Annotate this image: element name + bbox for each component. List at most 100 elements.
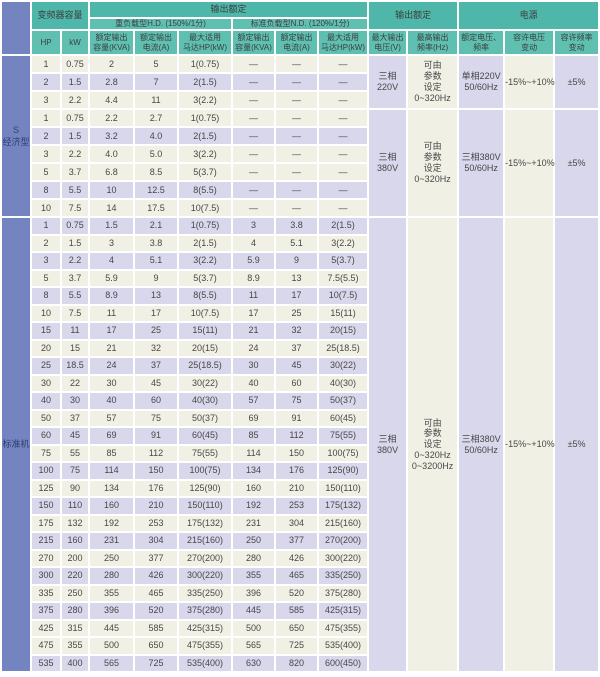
table-cell: 5.1 bbox=[135, 253, 178, 269]
table-cell: 650 bbox=[276, 620, 318, 636]
rated-voltage-frequency-cell: 三相380V 50/60Hz bbox=[459, 218, 504, 671]
table-cell: 17 bbox=[233, 305, 275, 321]
header-power-supply: 电源 bbox=[459, 2, 599, 29]
table-cell: 57 bbox=[90, 410, 134, 426]
table-cell: 5.9 bbox=[233, 253, 275, 269]
table-row: 2 1.5 3 3.8 2(1.5) 4 5.1 3(2.2) bbox=[2, 235, 598, 251]
table-row: 535 400 565 725 535(400) 630 820 600(450) bbox=[2, 655, 598, 671]
table-cell: 210 bbox=[276, 480, 318, 496]
table-cell: 400 bbox=[62, 655, 89, 671]
table-cell: 535(400) bbox=[179, 655, 232, 671]
table-cell: 160 bbox=[90, 498, 134, 514]
table-cell: 100(75) bbox=[319, 445, 368, 461]
table-cell: 160 bbox=[233, 480, 275, 496]
table-cell: 57 bbox=[233, 393, 275, 409]
table-cell: 3.7 bbox=[62, 164, 89, 180]
table-cell: 112 bbox=[135, 445, 178, 461]
frequency-tolerance-cell: ±5% bbox=[555, 56, 599, 108]
table-cell: 50(37) bbox=[319, 393, 368, 409]
table-cell: 13 bbox=[135, 288, 178, 304]
table-cell: 8.5 bbox=[135, 164, 178, 180]
table-cell: 176 bbox=[135, 480, 178, 496]
table-cell: 32 bbox=[276, 323, 318, 339]
header-nd-motor: 最大适用 马达HP(kW) bbox=[319, 31, 368, 54]
table-cell: 3 bbox=[32, 253, 60, 269]
table-cell: 15 bbox=[62, 340, 89, 356]
table-cell: 426 bbox=[135, 568, 178, 584]
table-cell: 2 bbox=[32, 128, 60, 144]
frequency-tolerance-cell: ±5% bbox=[555, 110, 599, 216]
table-cell: 4.4 bbox=[90, 92, 134, 108]
table-cell: 3 bbox=[233, 218, 275, 234]
table-cell: 820 bbox=[276, 655, 318, 671]
table-row: 1 0.75 2.2 2.7 1(0.75) — — — 三相 380V 可由 参数 设定 0~3… bbox=[2, 110, 599, 216]
table-cell: — bbox=[233, 200, 275, 216]
table-cell: 1 bbox=[32, 110, 60, 126]
table-row: 335 250 355 465 335(250) 396 520 375(280) bbox=[2, 585, 598, 601]
table-cell: — bbox=[276, 110, 318, 126]
table-cell: 7.5 bbox=[62, 200, 89, 216]
table-cell: 3(2.2) bbox=[319, 235, 368, 251]
table-cell: 3 bbox=[90, 235, 134, 251]
table-cell: 585 bbox=[135, 620, 178, 636]
table-cell: 5.5 bbox=[62, 182, 89, 198]
header-inverter-capacity: 变频器容量 bbox=[32, 2, 89, 29]
table-row: 10 7.5 11 17 10(7.5) 17 25 15(11) bbox=[2, 305, 598, 321]
table-cell: 3(2.2) bbox=[179, 146, 232, 162]
max-output-frequency-cell: 可由 参数 设定 0~320Hz bbox=[408, 110, 458, 216]
table-row: 100 75 114 150 100(75) 134 176 125(90) bbox=[2, 463, 598, 479]
table-cell: 585 bbox=[276, 603, 318, 619]
rated-voltage-frequency-cell: 单相220V 50/60Hz bbox=[459, 56, 504, 108]
table-cell: 425(315) bbox=[179, 620, 232, 636]
table-cell: 535 bbox=[32, 655, 60, 671]
table-cell: 25 bbox=[276, 305, 318, 321]
table-cell: 2.1 bbox=[135, 218, 178, 234]
table-cell: 114 bbox=[233, 445, 275, 461]
table-cell: 85 bbox=[233, 428, 275, 444]
table-row: 30 22 30 45 30(22) 40 60 40(30) bbox=[2, 375, 598, 391]
table-cell: 100(75) bbox=[179, 463, 232, 479]
header-nd-kva: 额定输出 容量(KVA) bbox=[233, 31, 275, 54]
table-cell: 69 bbox=[233, 410, 275, 426]
table-cell: 4 bbox=[90, 253, 134, 269]
table-cell: 4.0 bbox=[90, 146, 134, 162]
table-cell: 60 bbox=[276, 375, 318, 391]
section-label: 标准机 bbox=[2, 218, 30, 671]
table-cell: 20(15) bbox=[319, 323, 368, 339]
table-cell: 2 bbox=[32, 74, 60, 90]
table-cell: 535(400) bbox=[319, 638, 368, 654]
table-cell: — bbox=[319, 92, 368, 108]
table-cell: — bbox=[319, 110, 368, 126]
table-cell: 3 bbox=[32, 146, 60, 162]
table-cell: 9 bbox=[276, 253, 318, 269]
header-hp: HP bbox=[32, 31, 60, 54]
table-cell: 5.0 bbox=[135, 146, 178, 162]
table-cell: 445 bbox=[233, 603, 275, 619]
table-cell: 253 bbox=[276, 498, 318, 514]
table-body: S 经济型 1 0.75 2 5 1(0.75) — — — 三相 220V 可由 参数 设定 0~… bbox=[2, 56, 599, 671]
table-cell: 280 bbox=[233, 550, 275, 566]
table-cell: 3.7 bbox=[62, 270, 89, 286]
table-row: 10 7.5 14 17.5 10(7.5) — — — bbox=[2, 200, 598, 216]
header-max-output-frequency: 最高输出 频率(Hz) bbox=[408, 31, 458, 54]
table-cell: 37 bbox=[135, 358, 178, 374]
table-cell: — bbox=[276, 128, 318, 144]
table-cell: 5.9 bbox=[90, 270, 134, 286]
table-cell: 11 bbox=[135, 92, 178, 108]
table-cell: 15(11) bbox=[179, 323, 232, 339]
table-cell: 725 bbox=[135, 655, 178, 671]
table-cell: 5 bbox=[32, 270, 60, 286]
table-row: 5 3.7 6.8 8.5 5(3.7) — — — bbox=[2, 164, 598, 180]
max-output-voltage-cell: 三相 220V bbox=[369, 56, 407, 108]
table-cell: — bbox=[276, 146, 318, 162]
table-cell: 40 bbox=[32, 393, 60, 409]
table-cell: 91 bbox=[135, 428, 178, 444]
table-cell: 335(250) bbox=[179, 585, 232, 601]
table-cell: 17 bbox=[90, 323, 134, 339]
table-cell: 2.2 bbox=[62, 146, 89, 162]
table-row: 40 30 40 60 40(30) 57 75 50(37) bbox=[2, 393, 598, 409]
table-cell: 215(160) bbox=[319, 515, 368, 531]
table-cell: 250 bbox=[233, 533, 275, 549]
table-cell: 3(2.2) bbox=[179, 92, 232, 108]
